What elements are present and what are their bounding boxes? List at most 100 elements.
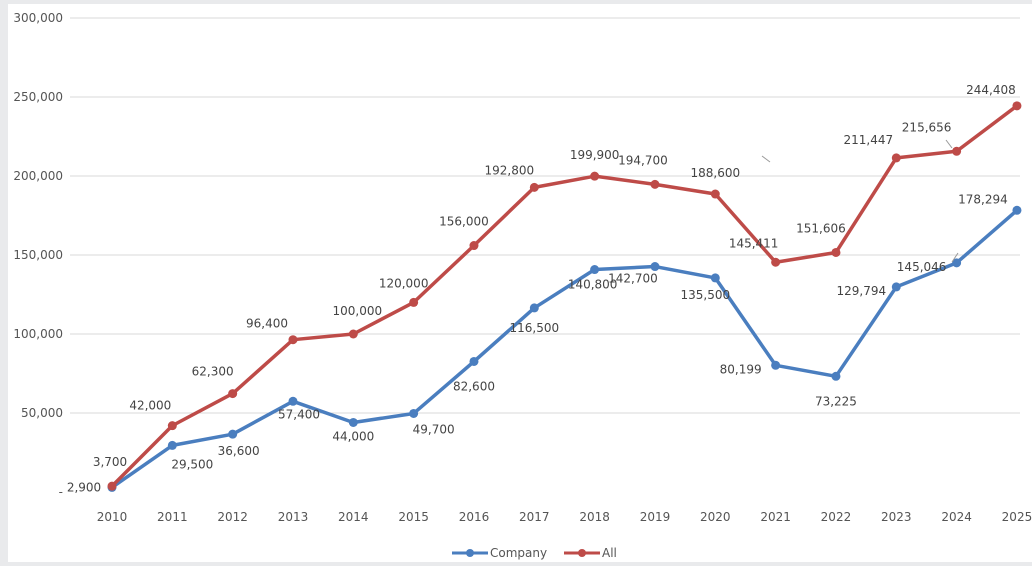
data-point <box>409 408 419 418</box>
data-point <box>107 481 117 491</box>
data-labels: 2,900 29,500 36,600 57,400 44,000 49,700 82,60… <box>67 83 1016 495</box>
data-point <box>952 258 962 268</box>
y-axis-ticks: - 50,000 100,000 150,000 200,000 250,000 300,0… <box>13 11 63 499</box>
data-point <box>710 189 720 199</box>
y-tick-label: 150,000 <box>13 248 63 262</box>
data-label: 36,600 <box>218 444 260 458</box>
leader-line <box>761 155 771 163</box>
data-label: 120,000 <box>379 276 429 290</box>
data-point <box>891 153 901 163</box>
data-label: 116,500 <box>509 321 559 335</box>
data-point <box>348 417 358 427</box>
y-tick-label: - <box>59 485 63 499</box>
x-tick-label: 2011 <box>157 510 188 524</box>
data-label: 96,400 <box>246 317 288 331</box>
x-tick-label: 2017 <box>519 510 550 524</box>
y-tick-label: 50,000 <box>21 406 63 420</box>
data-label: 100,000 <box>333 304 383 318</box>
leader-line <box>945 139 953 149</box>
y-tick-label: 250,000 <box>13 90 63 104</box>
x-tick-label: 2018 <box>579 510 610 524</box>
x-tick-label: 2024 <box>941 510 972 524</box>
data-label: 188,600 <box>690 166 740 180</box>
data-point <box>650 262 660 272</box>
data-label: 73,225 <box>815 394 857 408</box>
data-point <box>469 241 479 251</box>
data-label: 135,500 <box>680 288 730 302</box>
data-point <box>228 429 238 439</box>
data-point <box>1012 205 1022 215</box>
leader-line <box>951 252 959 263</box>
data-point <box>1012 101 1022 111</box>
data-label: 194,700 <box>618 153 668 167</box>
y-tick-label: 300,000 <box>13 11 63 25</box>
data-point <box>167 421 177 431</box>
data-point <box>167 440 177 450</box>
data-point <box>288 396 298 406</box>
data-label: 2,900 <box>67 480 101 494</box>
x-tick-label: 2016 <box>459 510 490 524</box>
x-axis-ticks: 2010 2011 2012 2013 2014 2015 2016 2017 2018 2019… <box>97 510 1032 524</box>
data-label: 145,046 <box>897 260 947 274</box>
data-label: 178,294 <box>958 192 1008 206</box>
data-point <box>348 329 358 339</box>
data-label: 142,700 <box>608 272 658 286</box>
data-label: 129,794 <box>836 284 886 298</box>
data-label: 62,300 <box>192 365 234 379</box>
data-label: 42,000 <box>129 399 171 413</box>
data-point <box>952 146 962 156</box>
data-point <box>771 360 781 370</box>
series-line-company <box>110 208 1019 489</box>
data-point <box>590 171 600 181</box>
data-point <box>771 257 781 267</box>
x-tick-label: 2015 <box>398 510 429 524</box>
legend-marker <box>466 549 474 557</box>
data-label: 145,411 <box>729 236 779 250</box>
x-tick-label: 2021 <box>760 510 791 524</box>
data-point <box>650 179 660 189</box>
data-point <box>891 282 901 292</box>
data-point <box>529 303 539 313</box>
data-label: 192,800 <box>484 163 534 177</box>
x-tick-label: 2025 <box>1002 510 1032 524</box>
x-tick-label: 2020 <box>700 510 731 524</box>
data-label: 151,606 <box>796 221 846 235</box>
series-lines <box>107 101 1022 492</box>
data-point <box>590 265 600 275</box>
data-label: 211,447 <box>843 133 893 147</box>
y-tick-label: 200,000 <box>13 169 63 183</box>
data-label: 156,000 <box>439 215 489 229</box>
data-label: 82,600 <box>453 379 495 393</box>
x-tick-label: 2019 <box>640 510 671 524</box>
data-point <box>228 389 238 399</box>
data-label: 215,656 <box>902 120 952 134</box>
data-label: 80,199 <box>720 362 762 376</box>
y-tick-label: 100,000 <box>13 327 63 341</box>
series-line-all <box>110 104 1019 488</box>
x-tick-label: 2013 <box>278 510 309 524</box>
data-point <box>831 247 841 257</box>
legend: Company All <box>452 546 617 560</box>
data-point <box>831 371 841 381</box>
legend-label: Company <box>490 546 547 560</box>
data-point <box>288 335 298 345</box>
data-label: 140,800 <box>568 278 618 292</box>
data-label: 44,000 <box>332 429 374 443</box>
data-point <box>710 273 720 283</box>
x-tick-label: 2023 <box>881 510 912 524</box>
data-point <box>469 356 479 366</box>
legend-marker <box>578 549 586 557</box>
data-label: 49,700 <box>413 422 455 436</box>
legend-label: All <box>602 546 617 560</box>
x-tick-label: 2022 <box>821 510 852 524</box>
x-tick-label: 2012 <box>217 510 248 524</box>
data-point <box>409 297 419 307</box>
data-point <box>529 182 539 192</box>
x-tick-label: 2014 <box>338 510 369 524</box>
data-label: 3,700 <box>93 455 127 469</box>
data-label: 199,900 <box>570 148 620 162</box>
data-label: 244,408 <box>966 83 1016 97</box>
data-label: 57,400 <box>278 407 320 421</box>
